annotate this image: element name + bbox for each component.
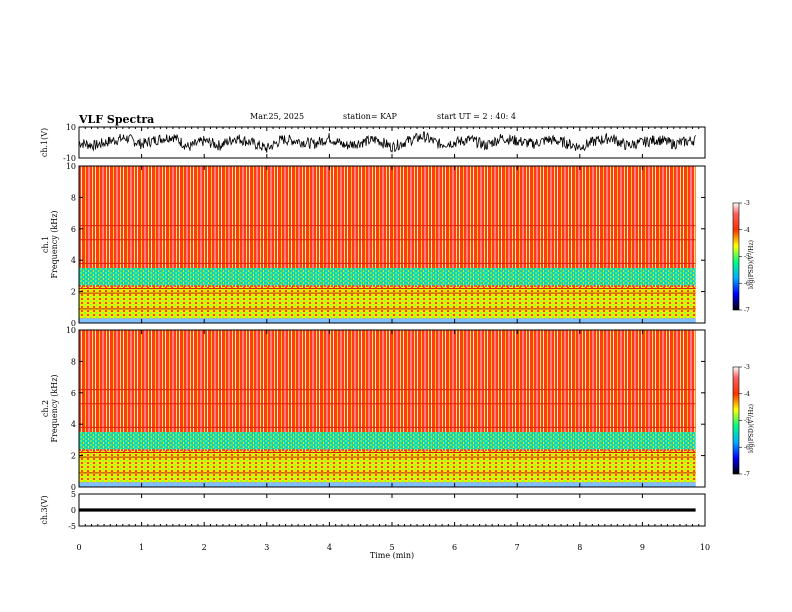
time-tick-label: 9 [640, 543, 645, 552]
ch1-freq-tick-label: 6 [71, 225, 76, 234]
time-tick-label: 8 [577, 543, 582, 552]
time-tick-label: 2 [202, 543, 207, 552]
ch1-colorbar-label: log(PSD)(V²/Hz) [748, 240, 755, 289]
ch1-freq-tick-label: 2 [71, 288, 76, 297]
ch1-cyan-band [79, 268, 696, 285]
ch1-low-band [79, 287, 696, 318]
ch1-ytick-label: 10 [66, 123, 76, 132]
time-tick-label: 7 [515, 543, 520, 552]
ch1-ylabel-frequency: Frequency (kHz) [50, 210, 59, 278]
ch3-ytick-label: 0 [71, 506, 76, 515]
time-tick-label: 0 [76, 543, 81, 552]
ch1-colorbar-tick-label: -3 [744, 200, 750, 207]
ch2-colorbar-label: log(PSD)(V²/Hz) [748, 404, 755, 453]
time-tick-label: 10 [700, 543, 710, 552]
ch1-colorbar [733, 203, 739, 310]
ch1-freq-tick-label: 10 [66, 162, 76, 171]
ch2-base-stripe [79, 482, 696, 487]
ch2-colorbar-tick-label: -4 [744, 391, 750, 398]
ch2-ylabel-frequency: Frequency (kHz) [50, 374, 59, 442]
time-tick-label: 1 [139, 543, 144, 552]
ch2-freq-tick-label: 6 [71, 389, 76, 398]
time-tick-label: 4 [327, 543, 332, 552]
ch2-freq-tick-label: 8 [71, 357, 76, 366]
figure: 10-10ch.1(V)0246810ch.1 Frequency (kHz)-3… [0, 0, 792, 612]
ch1-ylabel-channel: ch.1 [41, 236, 50, 253]
time-axis-label: Time (min) [370, 551, 414, 560]
ch2-freq-tick-label: 2 [71, 452, 76, 461]
ch2-colorbar-tick-label: -3 [744, 364, 750, 371]
ch1-base-stripe [79, 318, 696, 323]
ch1-freq-tick-label: 4 [71, 256, 76, 265]
ch3-waveform-ylabel: ch.3(V) [40, 495, 49, 524]
ch1-waveform-trace [79, 132, 696, 153]
ch1-colorbar-tick-label: -4 [744, 227, 750, 234]
ch2-cyan-band [79, 432, 696, 449]
ch2-colorbar [733, 367, 739, 474]
ch3-ytick-label: 5 [71, 490, 76, 499]
ch1-waveform-frame [79, 127, 705, 158]
ch2-freq-tick-label: 4 [71, 420, 76, 429]
ch1-colorbar-tick-label: -7 [744, 307, 750, 314]
ch1-waveform-ylabel: ch.1(V) [40, 128, 49, 157]
ch2-colorbar-tick-label: -7 [744, 471, 750, 478]
ch2-low-band [79, 451, 696, 482]
ch2-ylabel-channel: ch.2 [41, 400, 50, 417]
time-tick-label: 6 [452, 543, 457, 552]
ch3-waveform-trace [79, 508, 696, 511]
time-tick-label: 3 [264, 543, 269, 552]
ch1-freq-tick-label: 8 [71, 193, 76, 202]
ch2-freq-tick-label: 10 [66, 326, 76, 335]
ch3-ytick-label: -5 [68, 522, 76, 531]
